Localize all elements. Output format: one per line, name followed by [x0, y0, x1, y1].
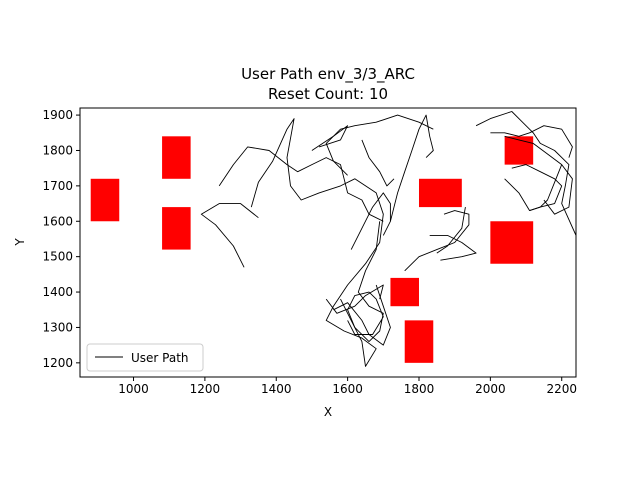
x-tick-label: 1600	[332, 382, 363, 396]
obstacle-rect-1	[162, 136, 191, 179]
user-path-segment-7	[389, 114, 434, 222]
x-tick-label: 1200	[190, 382, 221, 396]
obstacle-layer	[90, 136, 534, 363]
user-path-segment-18	[490, 125, 573, 158]
user-path-segment-9	[436, 207, 466, 254]
user-path-segment-4	[333, 284, 391, 346]
x-tick-label: 1000	[118, 382, 149, 396]
y-tick-label: 1800	[42, 143, 73, 157]
user-path-segment-1	[250, 118, 384, 367]
user-path-segment-17	[504, 164, 563, 212]
y-axis-label: Y	[13, 238, 27, 247]
obstacle-rect-3	[418, 178, 462, 208]
y-tick-label: 1400	[42, 285, 73, 299]
x-axis-label: X	[324, 405, 332, 419]
legend: User Path	[86, 343, 204, 372]
obstacle-rect-0	[90, 178, 120, 222]
y-tick-label: 1500	[42, 250, 73, 264]
y-tick-label: 1200	[42, 356, 73, 370]
user-path-segment-14	[475, 111, 576, 236]
x-axis: 1000 1200 1400 1600 1800 2000 2200	[118, 377, 577, 396]
y-tick-label: 1600	[42, 214, 73, 228]
user-path-segment-13	[311, 125, 349, 151]
x-tick-label: 1800	[404, 382, 435, 396]
plot-frame	[79, 107, 577, 378]
user-path-segment-10	[429, 234, 477, 261]
y-tick-label: 1900	[42, 108, 73, 122]
user-path-segment-12	[361, 139, 395, 187]
obstacle-rect-2	[162, 207, 191, 250]
x-tick-label: 2200	[546, 382, 577, 396]
user-path-segment-8	[404, 210, 470, 272]
user-path-segment-0	[200, 203, 259, 268]
user-path-segment-11	[325, 114, 434, 176]
legend-box	[86, 343, 204, 372]
user-path-segment-5	[325, 284, 384, 314]
y-tick-label: 1700	[42, 179, 73, 193]
chart-title-line2: Reset Count: 10	[268, 85, 388, 103]
x-tick-label: 1400	[261, 382, 292, 396]
obstacle-rect-6	[390, 277, 419, 307]
chart-title-line1: User Path env_3/3_ARC	[241, 65, 415, 84]
y-tick-label: 1300	[42, 320, 73, 334]
user-path-layer	[200, 111, 576, 367]
user-path-segment-2	[218, 146, 384, 222]
x-tick-label: 2000	[475, 382, 506, 396]
user-path-segment-16	[511, 164, 563, 212]
legend-label: User Path	[131, 351, 189, 365]
y-axis: 1200 1300 1400 1500 1600 1700 1800 1900	[42, 108, 80, 370]
user-path-segment-3	[347, 221, 384, 343]
obstacle-rect-5	[490, 221, 534, 264]
obstacle-rect-7	[404, 320, 434, 363]
obstacle-rect-4	[504, 136, 534, 165]
